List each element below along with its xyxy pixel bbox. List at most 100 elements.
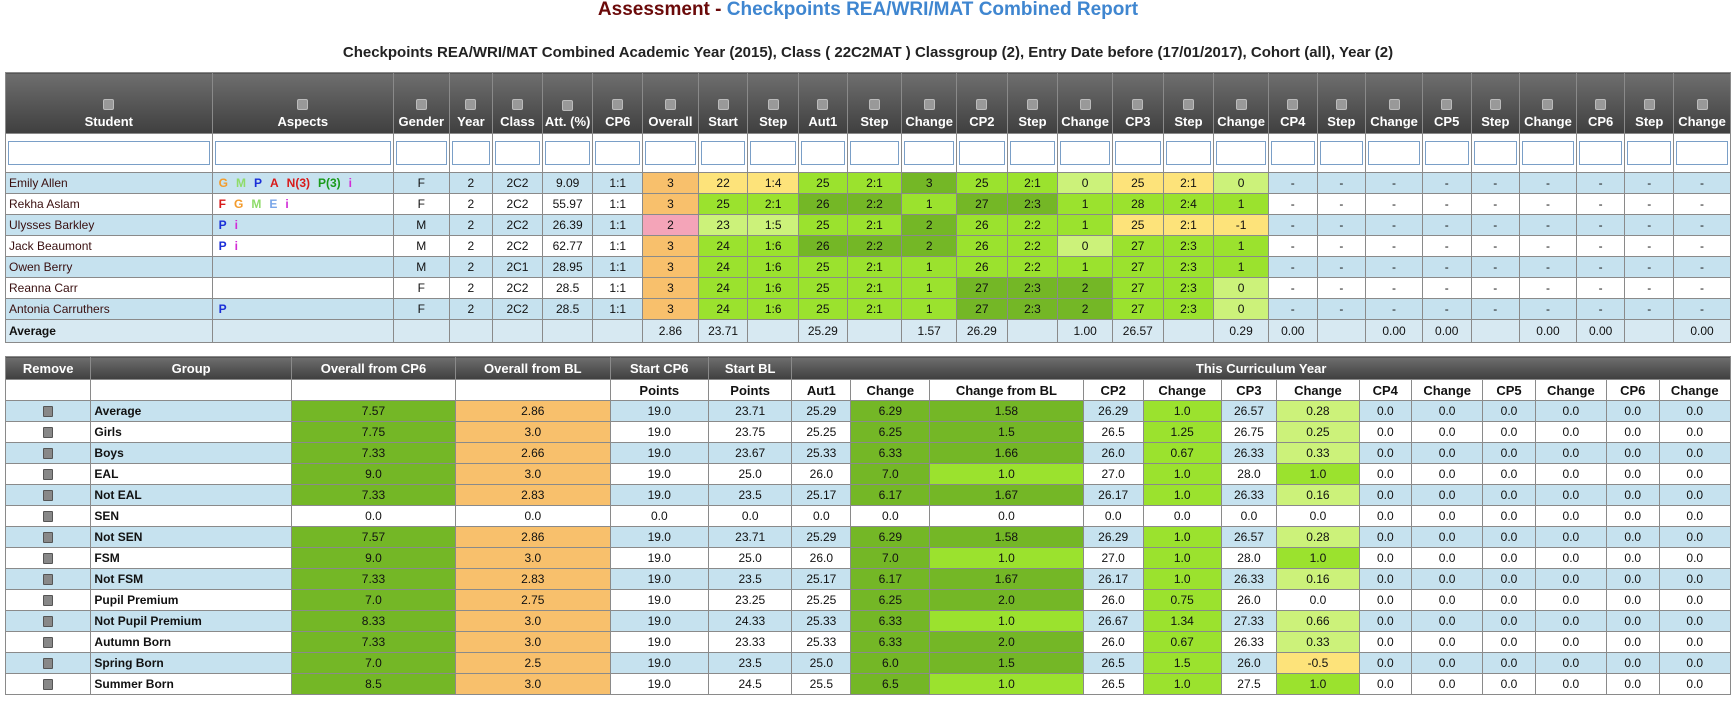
- sort-toggle-icon[interactable]: [562, 100, 574, 111]
- column-filter-input[interactable]: [1368, 141, 1420, 165]
- column-filter-input[interactable]: [395, 141, 447, 165]
- sort-toggle-icon[interactable]: [976, 99, 988, 110]
- column-filter-input[interactable]: [8, 141, 210, 165]
- column-filter-input[interactable]: [1522, 141, 1574, 165]
- column-filter-input[interactable]: [544, 141, 591, 165]
- column-header[interactable]: Change: [1519, 72, 1577, 134]
- column-header[interactable]: Step: [747, 72, 800, 134]
- column-header[interactable]: CP3: [1111, 72, 1164, 134]
- sort-toggle-icon[interactable]: [511, 99, 523, 110]
- column-filter-input[interactable]: [904, 141, 955, 165]
- sort-toggle-icon[interactable]: [817, 99, 829, 110]
- student-row[interactable]: Owen Berry M 2 2C1 28.95 1:1 3 24 1:6 25 2:1 1 26 2:2…: [5, 256, 1731, 278]
- column-header[interactable]: CP6: [1575, 72, 1626, 134]
- column-filter-input[interactable]: [849, 141, 900, 165]
- column-filter-input[interactable]: [959, 141, 1005, 165]
- column-header[interactable]: Change: [1673, 72, 1731, 134]
- column-header[interactable]: Change: [1365, 72, 1423, 134]
- sort-toggle-icon[interactable]: [1235, 99, 1247, 110]
- column-filter-input[interactable]: [495, 141, 540, 165]
- student-name[interactable]: Reanna Carr: [5, 277, 213, 299]
- column-filter-input[interactable]: [1578, 141, 1623, 165]
- student-row[interactable]: Emily Allen G M P A N(3) P(3) i F 2 2C2 9.09 1:1 3 22 1…: [5, 172, 1731, 194]
- trash-bin-icon[interactable]: [43, 679, 54, 691]
- column-filter-input[interactable]: [1165, 141, 1212, 165]
- column-header[interactable]: CP5: [1421, 72, 1472, 134]
- column-header[interactable]: Step: [1162, 72, 1215, 134]
- sort-toggle-icon[interactable]: [1132, 99, 1144, 110]
- column-header[interactable]: Change: [901, 72, 958, 134]
- column-header[interactable]: CP4: [1267, 72, 1318, 134]
- sort-toggle-icon[interactable]: [1643, 99, 1655, 110]
- column-filter-input[interactable]: [1114, 141, 1161, 165]
- trash-bin-icon[interactable]: [43, 574, 54, 586]
- sort-toggle-icon[interactable]: [1696, 99, 1708, 110]
- trash-bin-icon[interactable]: [43, 490, 54, 502]
- column-filter-input[interactable]: [645, 141, 696, 165]
- column-header[interactable]: CP6: [592, 72, 644, 134]
- column-header[interactable]: Overall: [642, 72, 699, 134]
- trash-bin-icon[interactable]: [43, 448, 54, 460]
- column-filter-input[interactable]: [1627, 141, 1672, 165]
- column-filter-input[interactable]: [750, 141, 797, 165]
- sort-toggle-icon[interactable]: [1489, 99, 1501, 110]
- trash-bin-icon[interactable]: [43, 658, 54, 670]
- sort-toggle-icon[interactable]: [103, 99, 115, 110]
- student-row[interactable]: Antonia Carruthers P F 2 2C2 28.5 1:1 3 24 1:6 25 2…: [5, 298, 1731, 320]
- trash-bin-icon[interactable]: [43, 511, 54, 523]
- column-header[interactable]: Gender: [392, 72, 450, 134]
- sort-toggle-icon[interactable]: [1388, 99, 1400, 110]
- column-header[interactable]: Year: [448, 72, 494, 134]
- column-header[interactable]: Att. (%): [541, 72, 594, 134]
- sort-toggle-icon[interactable]: [1542, 99, 1554, 110]
- sort-toggle-icon[interactable]: [1079, 99, 1091, 110]
- column-filter-input[interactable]: [214, 141, 391, 165]
- column-header[interactable]: Step: [846, 72, 903, 134]
- column-header[interactable]: Aut1: [798, 72, 848, 134]
- student-name[interactable]: Owen Berry: [5, 256, 213, 278]
- column-header[interactable]: Aspects: [211, 72, 394, 134]
- trash-bin-icon[interactable]: [43, 406, 54, 418]
- column-filter-input[interactable]: [451, 141, 491, 165]
- sort-toggle-icon[interactable]: [717, 99, 729, 110]
- column-header[interactable]: Change: [1057, 72, 1113, 134]
- trash-bin-icon[interactable]: [43, 637, 54, 649]
- student-name[interactable]: Ulysses Barkley: [5, 214, 213, 236]
- trash-bin-icon[interactable]: [43, 427, 54, 439]
- column-filter-input[interactable]: [1060, 141, 1110, 165]
- column-filter-input[interactable]: [1216, 141, 1266, 165]
- column-filter-input[interactable]: [801, 141, 845, 165]
- column-filter-input[interactable]: [700, 141, 746, 165]
- sort-toggle-icon[interactable]: [1335, 99, 1347, 110]
- column-header[interactable]: Step: [1316, 72, 1367, 134]
- column-filter-input[interactable]: [1009, 141, 1056, 165]
- student-name[interactable]: Emily Allen: [5, 172, 213, 194]
- sort-toggle-icon[interactable]: [664, 99, 676, 110]
- sort-toggle-icon[interactable]: [767, 99, 779, 110]
- column-header[interactable]: Step: [1006, 72, 1059, 134]
- student-name[interactable]: Jack Beaumont: [5, 235, 213, 257]
- sort-toggle-icon[interactable]: [923, 99, 935, 110]
- sort-toggle-icon[interactable]: [1026, 99, 1038, 110]
- column-filter-input[interactable]: [1270, 141, 1315, 165]
- trash-bin-icon[interactable]: [43, 553, 54, 565]
- sort-toggle-icon[interactable]: [297, 99, 309, 110]
- trash-bin-icon[interactable]: [43, 616, 54, 628]
- column-header[interactable]: Class: [492, 72, 543, 134]
- column-filter-input[interactable]: [1319, 141, 1364, 165]
- column-header[interactable]: CP2: [956, 72, 1008, 134]
- student-name[interactable]: Rekha Aslam: [5, 193, 213, 215]
- sort-toggle-icon[interactable]: [1287, 99, 1299, 110]
- column-filter-input[interactable]: [1473, 141, 1518, 165]
- sort-toggle-icon[interactable]: [465, 99, 477, 110]
- column-header[interactable]: Student: [5, 72, 213, 134]
- sort-toggle-icon[interactable]: [1595, 99, 1607, 110]
- column-header[interactable]: Change: [1213, 72, 1269, 134]
- student-name[interactable]: Antonia Carruthers: [5, 298, 213, 320]
- sort-toggle-icon[interactable]: [1182, 99, 1194, 110]
- trash-bin-icon[interactable]: [43, 469, 54, 481]
- sort-toggle-icon[interactable]: [868, 99, 880, 110]
- column-filter-input[interactable]: [1676, 141, 1728, 165]
- column-filter-input[interactable]: [595, 141, 641, 165]
